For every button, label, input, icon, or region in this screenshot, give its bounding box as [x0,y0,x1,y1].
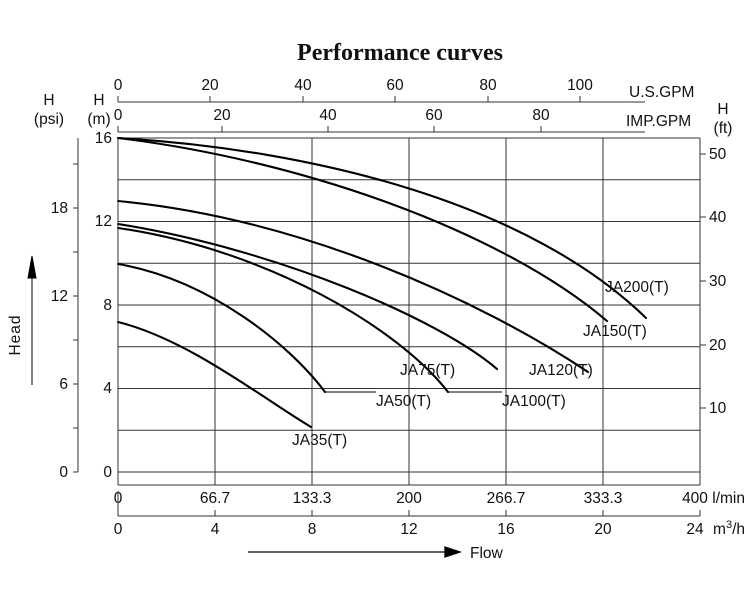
svg-text:JA75(T): JA75(T) [400,362,455,379]
svg-text:JA100(T): JA100(T) [502,393,566,410]
svg-text:100: 100 [567,77,593,94]
svg-text:12: 12 [95,213,112,230]
svg-text:0: 0 [59,464,68,481]
svg-text:JA200(T): JA200(T) [605,279,669,296]
svg-text:66.7: 66.7 [200,490,230,507]
svg-text:12: 12 [400,521,417,538]
svg-text:Head: Head [7,314,24,355]
svg-text:IMP.GPM: IMP.GPM [626,113,691,130]
svg-text:JA50(T): JA50(T) [376,393,431,410]
svg-text:16: 16 [497,521,514,538]
svg-text:20: 20 [213,107,231,124]
svg-text:4: 4 [103,380,112,397]
svg-text:(ft): (ft) [714,120,733,137]
svg-text:JA35(T): JA35(T) [292,432,347,449]
svg-text:(m): (m) [87,111,110,128]
svg-text:20: 20 [201,77,219,94]
svg-text:80: 80 [479,77,497,94]
svg-text:60: 60 [425,107,443,124]
svg-text:H: H [93,92,104,109]
svg-text:60: 60 [386,77,404,94]
svg-text:40: 40 [709,209,727,226]
svg-text:12: 12 [51,288,68,305]
svg-text:50: 50 [709,146,727,163]
svg-text:18: 18 [51,200,68,217]
svg-text:6: 6 [59,376,68,393]
svg-text:10: 10 [709,400,727,417]
svg-text:8: 8 [308,521,317,538]
svg-text:m3/h: m3/h [713,519,745,538]
svg-text:JA150(T): JA150(T) [583,323,647,340]
svg-text:133.3: 133.3 [293,490,332,507]
svg-text:30: 30 [709,273,727,290]
svg-text:(psi): (psi) [34,111,64,128]
svg-text:400: 400 [682,490,708,507]
svg-text:4: 4 [211,521,220,538]
svg-text:H: H [43,92,54,109]
svg-text:20: 20 [594,521,612,538]
svg-text:0: 0 [114,107,123,124]
svg-text:20: 20 [709,337,727,354]
svg-text:80: 80 [532,107,550,124]
svg-text:Performance curves: Performance curves [297,40,503,66]
svg-text:24: 24 [686,521,704,538]
svg-text:U.S.GPM: U.S.GPM [629,84,694,101]
svg-text:Flow: Flow [470,545,504,562]
svg-text:200: 200 [396,490,422,507]
svg-text:40: 40 [294,77,312,94]
svg-text:0: 0 [114,521,123,538]
svg-text:H: H [717,101,728,118]
svg-text:16: 16 [95,130,112,147]
svg-text:40: 40 [319,107,337,124]
svg-text:8: 8 [103,297,112,314]
svg-text:266.7: 266.7 [487,490,526,507]
svg-text:JA120(T): JA120(T) [529,362,593,379]
svg-text:0: 0 [103,464,112,481]
svg-text:333.3: 333.3 [584,490,623,507]
svg-text:0: 0 [114,77,123,94]
svg-text:l/min: l/min [712,490,745,507]
